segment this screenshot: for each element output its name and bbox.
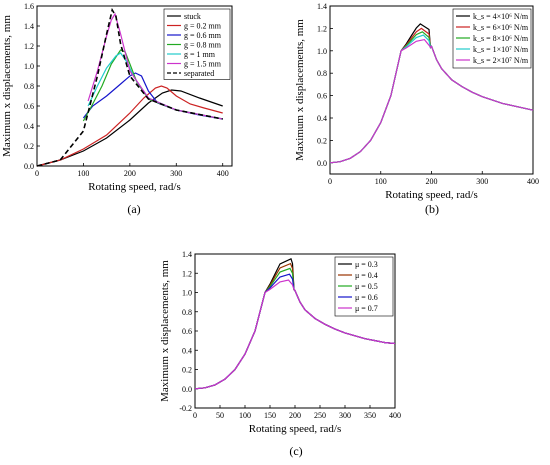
y-tick-label: 0.4 [317,114,327,123]
chart-panel-c: 0 50 100 150 200 250 300 350 400 -0.2 0.0 0.2 0.4 0.6… [159,250,401,458]
y-tick-label: 0.6 [182,327,192,336]
y-tick-label: 1.4 [317,2,327,11]
x-tick-label: 250 [314,411,326,420]
panel-caption: (b) [425,202,439,216]
legend-label: k_s = 2×10⁷ N/m [473,56,529,65]
x-tick-label: 100 [239,411,251,420]
series-line [36,85,223,167]
series-line [36,89,223,167]
legend-label: g = 0.8 mm [184,41,222,50]
legend-label: μ = 0.6 [355,293,378,302]
legend-label: k_s = 8×10⁶ N/m [473,34,529,43]
legend-label: μ = 0.5 [355,282,378,291]
legend-label: g = 1.5 mm [184,60,222,69]
y-tick-label: 1.0 [182,289,192,298]
y-tick-label: 0.4 [182,346,192,355]
y-tick-label: 0.6 [24,102,34,111]
y-tick-label: 1.4 [182,250,192,259]
y-axis-label: Maximum x displacements, mm [1,15,13,157]
legend-label: k_s = 4×10⁶ N/m [473,12,529,21]
y-axis-label: Maximum x displacements, mm [294,19,306,161]
x-axis-label: Rotating speed, rad/s [249,423,342,435]
x-tick-label: 200 [289,411,301,420]
x-tick-label: 200 [426,177,438,186]
chart-panel-a: 0 100 200 300 400 0.0 0.2 0.4 0.6 0.8 1.0 1.2 1.4 1.6… [1,2,233,216]
y-axis-label: Maximum x displacements, mm [159,260,171,402]
legend-label: μ = 0.4 [355,271,378,280]
y-tick-label: 1.2 [317,24,327,33]
y-tick-label: 1.0 [317,47,327,56]
y-tick-label: 1.2 [182,269,192,278]
x-tick-label: 400 [527,177,539,186]
y-tick-label: 0.0 [317,159,327,168]
y-tick-label: 0.8 [317,69,327,78]
panel-caption: (a) [127,202,140,216]
y-tick-label: 0.6 [317,92,327,101]
y-tick-label: 1.2 [24,42,34,51]
panel-caption: (c) [289,444,302,458]
series-line [329,38,534,164]
y-tick-label: 0.2 [317,136,327,145]
legend-label: stuck [184,12,201,21]
x-tick-label: 0 [35,169,39,178]
y-tick-label: 1.0 [24,62,34,71]
x-tick-label: 400 [389,411,401,420]
legend-label: g = 0.2 mm [184,22,222,31]
y-tick-label: 0.4 [24,122,34,131]
x-tick-label: 200 [124,169,136,178]
chart-panel-b: 0 100 200 300 400 0.0 0.2 0.4 0.6 0.8 1.0 1.2 1.4 Rot… [294,2,539,216]
legend-label: μ = 0.7 [355,304,378,313]
y-tick-label: -0.2 [179,404,192,413]
x-tick-label: 300 [476,177,488,186]
x-tick-label: 100 [77,169,89,178]
legend-label: separated [184,69,214,78]
series-line [36,7,223,167]
y-tick-label: 0.0 [24,162,34,171]
x-tick-label: 0 [193,411,197,420]
y-tick-label: 0.2 [24,142,34,151]
x-tick-label: 300 [339,411,351,420]
x-tick-label: 50 [216,411,224,420]
legend-label: g = 0.6 mm [184,31,222,40]
x-tick-label: 300 [170,169,182,178]
y-tick-label: 0.2 [182,366,192,375]
legend-label: g = 1 mm [184,50,216,59]
y-tick-label: 0.8 [24,82,34,91]
legend-label: k_s = 1×10⁷ N/m [473,45,529,54]
y-tick-label: 1.6 [24,2,34,11]
x-axis-label: Rotating speed, rad/s [88,181,181,193]
y-tick-label: 0.8 [182,308,192,317]
x-tick-label: 350 [364,411,376,420]
x-tick-label: 150 [264,411,276,420]
x-tick-label: 400 [217,169,229,178]
x-tick-label: 0 [328,177,332,186]
legend-label: μ = 0.3 [355,260,378,269]
y-tick-label: 0.0 [182,385,192,394]
x-axis-label: Rotating speed, rad/s [385,189,478,201]
legend-label: k_s = 6×10⁶ N/m [473,23,529,32]
y-tick-label: 1.4 [24,22,34,31]
x-tick-label: 100 [375,177,387,186]
series-line [194,279,396,390]
